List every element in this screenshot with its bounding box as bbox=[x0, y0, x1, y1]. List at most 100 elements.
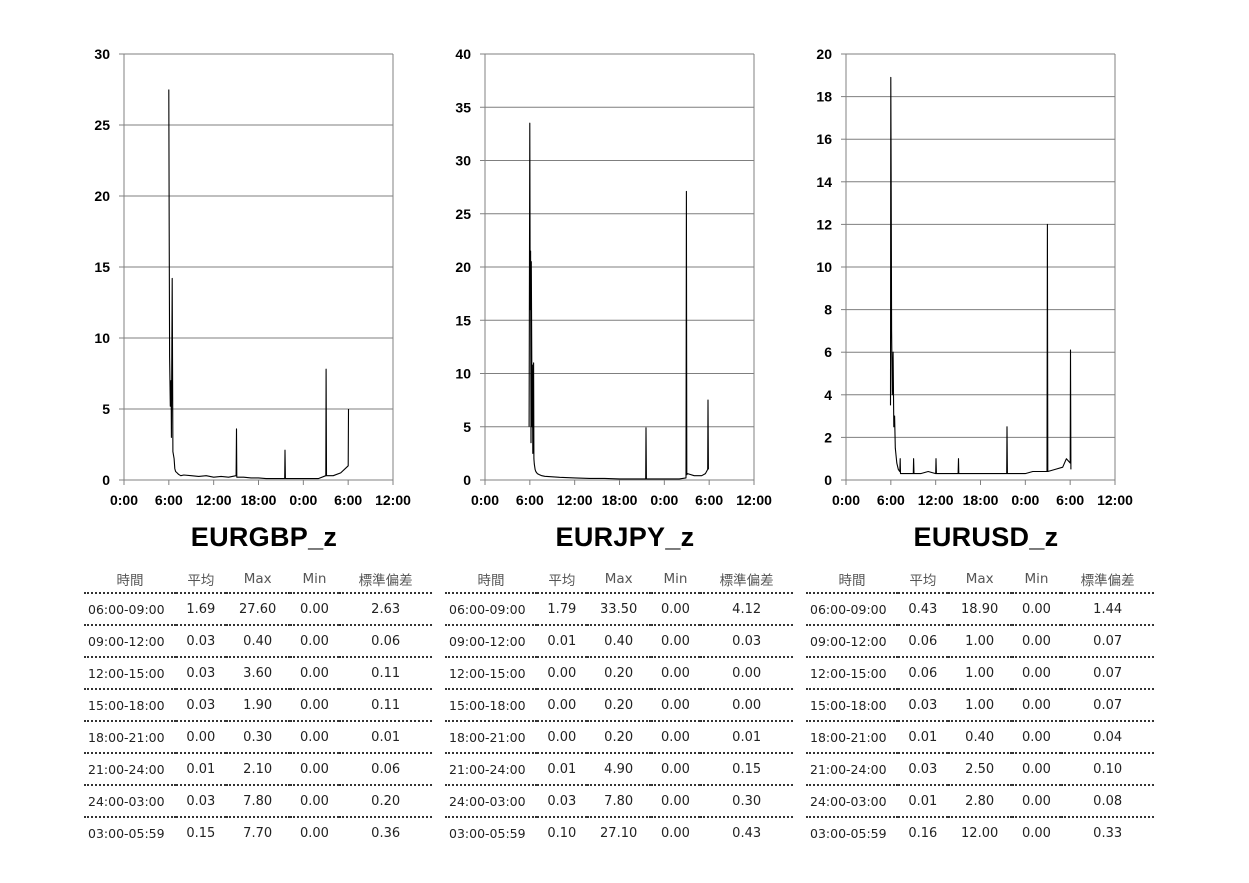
table-cell: 2.80 bbox=[947, 784, 1012, 817]
table-cell: 7.70 bbox=[225, 816, 290, 848]
table-cell: 0.40 bbox=[586, 624, 651, 657]
x-tick-label: 6:00 bbox=[516, 492, 544, 508]
table-cell: 0.00 bbox=[650, 624, 701, 657]
table-cell: 33.50 bbox=[586, 592, 651, 625]
y-tick-label: 10 bbox=[816, 259, 832, 275]
table-row: 15:00-18:00 0.00 0.20 0.00 0.00 bbox=[445, 688, 793, 721]
x-tick-label: 12:00 bbox=[557, 492, 593, 508]
chart-panel-eurjpy: 0 5 10 15 20 25 30 35 40 0:00 6:00 12:00 18:00 0:00 6:… bbox=[445, 0, 805, 883]
table-cell: 0.00 bbox=[1011, 656, 1062, 689]
table-cell: 12:00-15:00 bbox=[806, 656, 898, 689]
table-cell: 03:00-05:59 bbox=[84, 816, 176, 848]
table-row: 09:00-12:00 0.06 1.00 0.00 0.07 bbox=[806, 624, 1154, 657]
table-cell: 27.10 bbox=[586, 816, 651, 848]
table-cell: 0.11 bbox=[339, 688, 432, 721]
table-cell: 0.06 bbox=[339, 624, 432, 657]
x-tick-label: 6:00 bbox=[695, 492, 723, 508]
y-tick-label: 14 bbox=[816, 174, 832, 190]
table-cell: 0.20 bbox=[586, 656, 651, 689]
table-cell: 0.00 bbox=[537, 720, 587, 753]
table-cell: 21:00-24:00 bbox=[806, 752, 898, 785]
table-cell: 15:00-18:00 bbox=[84, 688, 176, 721]
table-cell: 0.01 bbox=[537, 624, 587, 657]
table-row: 09:00-12:00 0.01 0.40 0.00 0.03 bbox=[445, 624, 793, 657]
table-cell: 0.03 bbox=[176, 624, 226, 657]
table-cell: 06:00-09:00 bbox=[445, 592, 537, 625]
x-tick-label: 6:00 bbox=[877, 492, 905, 508]
y-tick-label: 0 bbox=[102, 472, 110, 488]
table-row: 24:00-03:00 0.03 7.80 0.00 0.20 bbox=[84, 784, 432, 817]
y-tick-label: 25 bbox=[94, 117, 110, 133]
line-chart-eurgbp: 0 5 10 15 20 25 30 0:00 6:00 12:00 18:00 0:00 6:00 12… bbox=[94, 46, 411, 508]
x-tick-label: 6:00 bbox=[1056, 492, 1084, 508]
y-tick-label: 20 bbox=[816, 46, 832, 62]
stats-table-eurgbp: 時間 平均 Max Min 標準偏差 06:00-09:00 1.69 27.60 0.00 2.… bbox=[84, 566, 432, 848]
table-row: 03:00-05:59 0.16 12.00 0.00 0.33 bbox=[806, 816, 1154, 848]
table-cell: 06:00-09:00 bbox=[84, 592, 176, 625]
table-cell: 2.10 bbox=[225, 752, 290, 785]
x-tick-label: 18:00 bbox=[963, 492, 999, 508]
table-cell: 7.80 bbox=[225, 784, 290, 817]
table-cell: 0.00 bbox=[650, 784, 701, 817]
y-tick-label: 6 bbox=[824, 344, 832, 360]
table-cell: 1.79 bbox=[537, 592, 587, 625]
table-cell: 0.00 bbox=[289, 816, 340, 848]
table-cell: 0.00 bbox=[1011, 752, 1062, 785]
x-tick-label: 0:00 bbox=[1011, 492, 1039, 508]
table-cell: 0.01 bbox=[700, 720, 793, 753]
table-cell: 03:00-05:59 bbox=[445, 816, 537, 848]
y-tick-label: 5 bbox=[463, 419, 471, 435]
table-cell: 0.20 bbox=[586, 720, 651, 753]
table-cell: 1.69 bbox=[176, 592, 226, 625]
table-cell: 0.01 bbox=[176, 752, 226, 785]
table-row: 21:00-24:00 0.01 2.10 0.00 0.06 bbox=[84, 752, 432, 785]
table-cell: 0.40 bbox=[225, 624, 290, 657]
table-cell: 0.00 bbox=[650, 688, 701, 721]
table-row: 15:00-18:00 0.03 1.00 0.00 0.07 bbox=[806, 688, 1154, 721]
x-tick-label: 12:00 bbox=[375, 492, 411, 508]
table-cell: 0.06 bbox=[898, 656, 948, 689]
column-header: 標準偏差 bbox=[719, 573, 774, 589]
table-cell: 12.00 bbox=[947, 816, 1012, 848]
y-tick-label: 12 bbox=[816, 216, 832, 232]
y-tick-label: 2 bbox=[824, 429, 832, 445]
table-cell: 0.40 bbox=[947, 720, 1012, 753]
table-cell: 15:00-18:00 bbox=[806, 688, 898, 721]
column-header: 平均 bbox=[548, 573, 576, 589]
table-cell: 7.80 bbox=[586, 784, 651, 817]
table-cell: 24:00-03:00 bbox=[445, 784, 537, 817]
chart-title: EURUSD_z bbox=[913, 522, 1059, 552]
table-cell: 0.00 bbox=[289, 688, 340, 721]
stats-table-eurjpy: 時間 平均 Max Min 標準偏差 06:00-09:00 1.79 33.50 0.00 4.… bbox=[445, 566, 793, 848]
y-tick-label: 5 bbox=[102, 401, 110, 417]
table-cell: 1.00 bbox=[947, 624, 1012, 657]
table-cell: 0.03 bbox=[176, 656, 226, 689]
table-cell: 06:00-09:00 bbox=[806, 592, 898, 625]
series-line bbox=[168, 89, 350, 480]
table-cell: 0.07 bbox=[1061, 656, 1154, 689]
column-header: Max bbox=[604, 571, 633, 587]
table-cell: 0.00 bbox=[537, 688, 587, 721]
chart-title: EURGBP_z bbox=[190, 522, 338, 552]
x-tick-label: 18:00 bbox=[241, 492, 277, 508]
table-cell: 4.12 bbox=[700, 592, 793, 625]
column-header: 標準偏差 bbox=[358, 573, 413, 589]
table-cell: 0.33 bbox=[1061, 816, 1154, 848]
column-header: Max bbox=[243, 571, 272, 587]
table-cell: 0.03 bbox=[176, 784, 226, 817]
chart-panel-eurgbp: 0 5 10 15 20 25 30 0:00 6:00 12:00 18:00 0:00 6:00 12… bbox=[84, 0, 444, 883]
table-cell: 0.00 bbox=[1011, 720, 1062, 753]
x-tick-label: 12:00 bbox=[918, 492, 954, 508]
y-tick-label: 0 bbox=[463, 472, 471, 488]
series-line bbox=[528, 122, 709, 480]
table-cell: 18:00-21:00 bbox=[84, 720, 176, 753]
chart-title: EURJPY_z bbox=[555, 522, 695, 552]
table-cell: 1.90 bbox=[225, 688, 290, 721]
column-header: 時間 bbox=[838, 573, 866, 589]
table-cell: 0.20 bbox=[586, 688, 651, 721]
table-cell: 0.00 bbox=[289, 592, 340, 625]
table-cell: 18:00-21:00 bbox=[445, 720, 537, 753]
table-cell: 21:00-24:00 bbox=[445, 752, 537, 785]
table-cell: 2.63 bbox=[339, 592, 432, 625]
table-cell: 0.20 bbox=[339, 784, 432, 817]
